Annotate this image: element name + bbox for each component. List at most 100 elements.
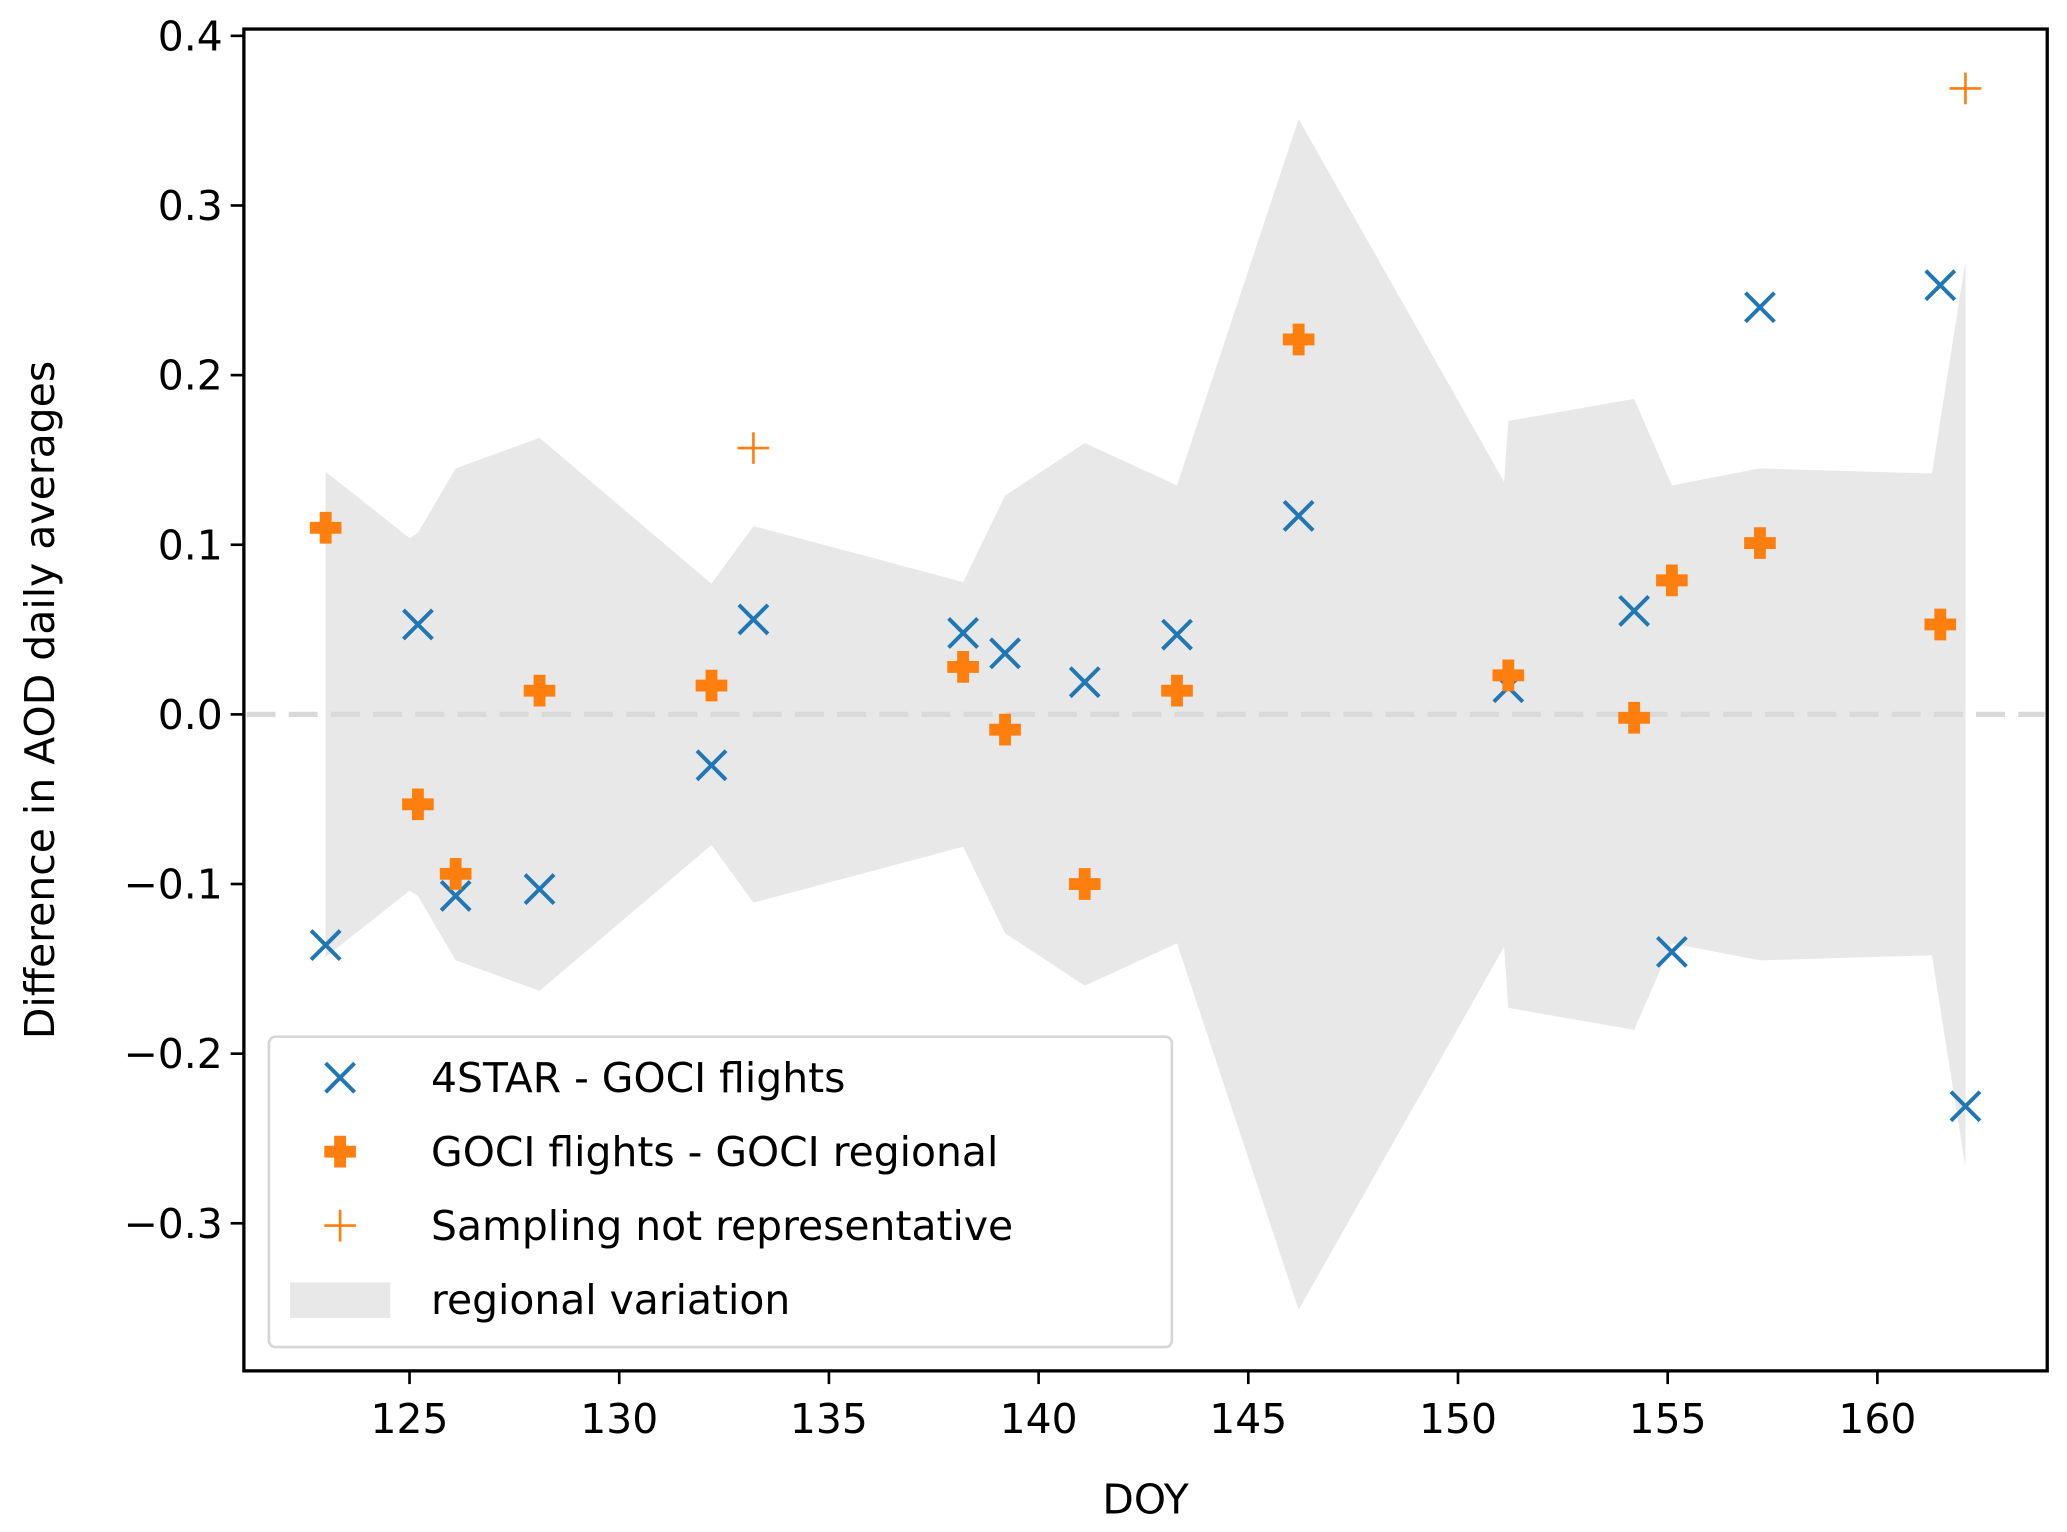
data-point-series-0 [1744, 291, 1776, 324]
data-point-series-1 [402, 788, 434, 821]
filled-plus-marker-icon [1656, 564, 1688, 597]
filled-plus-marker-icon [1492, 659, 1525, 692]
data-point-series-0 [309, 929, 342, 962]
filled-plus-marker-icon [309, 511, 342, 544]
data-point-series-1 [1068, 868, 1101, 900]
x-marker-icon [309, 929, 342, 962]
y-tick-label: −0.2 [124, 1030, 223, 1078]
data-point-series-1 [1744, 527, 1776, 559]
legend-frame [267, 1035, 1174, 1349]
data-point-series-1 [1656, 564, 1688, 597]
filled-plus-marker-icon [1618, 701, 1650, 734]
x-marker-icon [947, 617, 980, 649]
filled-plus-marker-icon [1282, 323, 1315, 356]
data-point-series-1 [439, 857, 472, 890]
legend-label: Sampling not representative [431, 1202, 1013, 1250]
thin-plus-marker-icon [324, 1209, 356, 1242]
filled-plus-marker-icon [1068, 868, 1101, 900]
data-point-series-0 [1655, 935, 1688, 968]
x-marker-icon [1655, 935, 1688, 968]
legend-label: regional variation [431, 1276, 790, 1324]
data-point-series-1 [947, 651, 979, 683]
data-point-series-1 [1161, 674, 1193, 707]
filled-plus-marker-icon [695, 669, 728, 702]
y-tick-label: 0.3 [158, 182, 223, 230]
axes-frame [242, 27, 2049, 1373]
data-point-series-1 [1924, 608, 1957, 641]
x-marker-icon [989, 637, 1021, 670]
x-marker-icon [324, 1061, 357, 1094]
thin-plus-marker-icon [737, 432, 770, 464]
filled-plus-marker-icon [1924, 608, 1957, 641]
data-point-series-0 [737, 603, 770, 636]
x-tick-label: 130 [580, 1395, 658, 1443]
legend-marker-2 [324, 1209, 356, 1242]
filled-plus-marker-icon [439, 857, 472, 890]
data-point-series-0 [1161, 618, 1193, 651]
legend-label: GOCI flights - GOCI regional [431, 1128, 998, 1176]
x-marker-icon [1161, 618, 1193, 651]
x-marker-icon [1282, 499, 1315, 532]
data-point-series-0 [439, 879, 472, 912]
x-marker-icon [402, 608, 434, 641]
filled-plus-marker-icon [402, 788, 434, 821]
x-marker-icon [737, 603, 770, 636]
filled-plus-marker-icon [324, 1135, 356, 1168]
filled-plus-marker-icon [989, 713, 1021, 746]
x-tick-label: 125 [371, 1395, 449, 1443]
data-point-series-0 [1068, 666, 1101, 699]
filled-plus-marker-icon [1161, 674, 1193, 707]
data-point-series-0 [523, 873, 556, 906]
filled-plus-marker-icon [947, 651, 979, 683]
data-point-series-1 [1618, 701, 1650, 734]
y-tick-label: −0.3 [124, 1200, 223, 1248]
data-point-series-1 [523, 674, 556, 707]
data-point-series-0 [989, 637, 1021, 670]
ticks-layer: 125 130 135 140 145 150 155 160 −0.3 −0.2 −0.1 0.0 0… [124, 12, 1917, 1443]
x-marker-icon [695, 749, 728, 782]
x-axis-label: DOY [1102, 1475, 1189, 1523]
data-point-series-0 [1618, 594, 1651, 627]
y-tick-label: −0.1 [124, 861, 223, 909]
y-tick-label: 0.2 [158, 352, 223, 400]
data-point-series-0 [402, 608, 434, 641]
data-point-series-1 [1492, 659, 1525, 692]
thin-plus-marker-icon [1949, 72, 1982, 105]
data-point-series-1 [695, 669, 728, 702]
x-tick-label: 140 [1000, 1395, 1078, 1443]
y-tick-label: 0.1 [158, 521, 223, 569]
x-tick-label: 145 [1209, 1395, 1287, 1443]
x-marker-icon [439, 879, 472, 912]
data-point-series-1 [309, 511, 342, 544]
x-tick-label: 150 [1419, 1395, 1497, 1443]
x-marker-icon [1949, 1090, 1982, 1123]
data-point-series-0 [1924, 269, 1957, 302]
x-tick-label: 135 [790, 1395, 868, 1443]
x-marker-icon [1744, 291, 1776, 324]
data-point-series-0 [695, 749, 728, 782]
filled-plus-marker-icon [1744, 527, 1776, 559]
x-marker-icon [1068, 666, 1101, 699]
x-marker-icon [523, 873, 556, 906]
data-point-series-2 [737, 432, 770, 464]
y-axis-label: Difference in AOD daily averages [16, 361, 64, 1039]
x-marker-icon [1924, 269, 1957, 302]
legend: 4STAR - GOCI flights GOCI flights - GOCI … [267, 1035, 1174, 1349]
legend-marker-0 [324, 1061, 357, 1094]
x-tick-label: 160 [1838, 1395, 1916, 1443]
data-point-series-1 [989, 713, 1021, 746]
x-marker-icon [1618, 594, 1651, 627]
legend-band-swatch [290, 1282, 391, 1319]
legend-marker-1 [324, 1135, 356, 1168]
data-points-layer [309, 72, 1982, 1123]
legend-label: 4STAR - GOCI flights [431, 1054, 845, 1102]
data-point-series-0 [1282, 499, 1315, 532]
x-tick-label: 155 [1629, 1395, 1707, 1443]
filled-plus-marker-icon [523, 674, 556, 707]
data-point-series-0 [947, 617, 980, 649]
data-point-series-0 [1949, 1090, 1982, 1123]
data-point-series-2 [1949, 72, 1982, 105]
y-tick-label: 0.0 [158, 691, 223, 739]
y-tick-label: 0.4 [158, 12, 223, 60]
